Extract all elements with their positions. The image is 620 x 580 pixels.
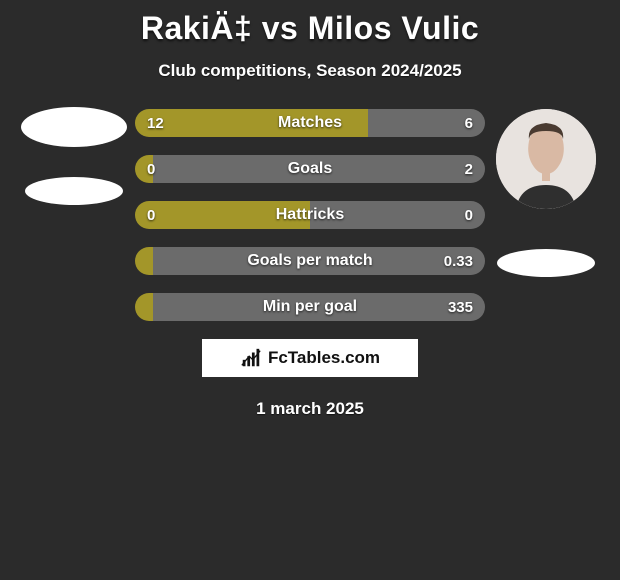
stat-bar-row: Hattricks00 [135, 201, 485, 229]
player-left-side [15, 109, 133, 205]
player-right-flag [497, 249, 595, 277]
player-right-side [487, 109, 605, 277]
source-logo-text: FcTables.com [268, 348, 380, 368]
stat-bar-left [135, 247, 153, 275]
stat-bar-left [135, 201, 310, 229]
stat-bar-row: Goals02 [135, 155, 485, 183]
player-left-flag [25, 177, 123, 205]
date-label: 1 march 2025 [0, 399, 620, 419]
stat-bar-left [135, 293, 153, 321]
bar-chart-icon [240, 347, 262, 369]
player-right-avatar [496, 109, 596, 209]
stat-bar-left [135, 109, 368, 137]
stat-bar-right [368, 109, 485, 137]
comparison-card: RakiÄ‡ vs Milos Vulic Club competitions,… [0, 0, 620, 580]
stat-bar-right [153, 155, 486, 183]
person-icon [496, 109, 596, 209]
stat-bar-left [135, 155, 153, 183]
stat-bar-right [310, 201, 485, 229]
stat-bars: Matches126 Goals02 Hattricks00 Goals per ma… [133, 109, 487, 321]
stat-bar-row: Matches126 [135, 109, 485, 137]
page-title: RakiÄ‡ vs Milos Vulic [0, 0, 620, 47]
main-row: Matches126 Goals02 Hattricks00 Goals per ma… [0, 109, 620, 321]
stat-bar-right [153, 293, 486, 321]
stat-bar-right [153, 247, 486, 275]
stat-bar-row: Goals per match0.33 [135, 247, 485, 275]
page-subtitle: Club competitions, Season 2024/2025 [0, 61, 620, 81]
source-logo[interactable]: FcTables.com [202, 339, 418, 377]
player-left-avatar [21, 107, 127, 147]
stat-bar-row: Min per goal335 [135, 293, 485, 321]
